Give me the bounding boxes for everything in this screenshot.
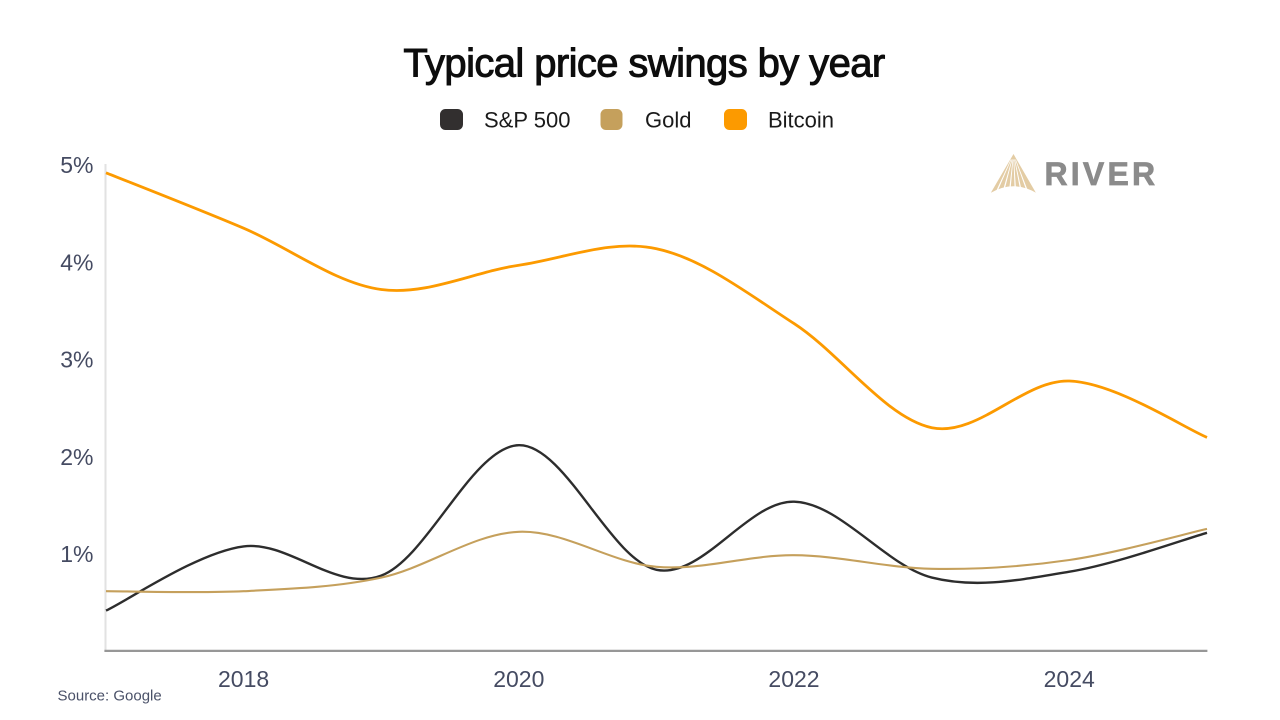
svg-text:RIVER: RIVER xyxy=(1045,156,1159,192)
svg-text:Source: Google: Source: Google xyxy=(58,688,162,705)
svg-text:2%: 2% xyxy=(60,444,93,470)
svg-text:S&P 500: S&P 500 xyxy=(484,108,570,133)
svg-text:2018: 2018 xyxy=(218,666,269,692)
svg-text:Gold: Gold xyxy=(645,108,691,133)
svg-text:4%: 4% xyxy=(60,249,93,275)
svg-text:5%: 5% xyxy=(60,152,93,178)
svg-text:2020: 2020 xyxy=(493,666,544,692)
svg-text:Typical price swings by year: Typical price swings by year xyxy=(403,42,884,86)
svg-text:Bitcoin: Bitcoin xyxy=(768,108,834,133)
svg-text:2022: 2022 xyxy=(768,666,819,692)
svg-text:2024: 2024 xyxy=(1044,666,1095,692)
svg-text:1%: 1% xyxy=(60,541,93,567)
svg-text:3%: 3% xyxy=(60,347,93,373)
